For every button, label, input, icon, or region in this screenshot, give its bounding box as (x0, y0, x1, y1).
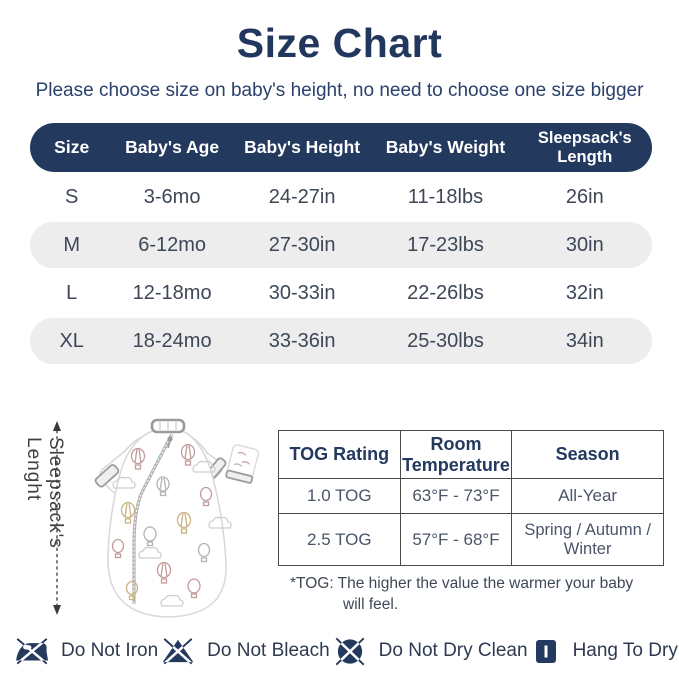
page-subtitle: Please choose size on baby's height, no … (35, 80, 644, 101)
cell-age: 6-12mo (138, 233, 207, 256)
size-table: Size Baby's Age Baby's Height Baby's Wei… (30, 123, 652, 366)
hang-to-dry-icon (535, 640, 556, 663)
care-label: Hang To Dry (572, 640, 678, 661)
sleepsack-length-label: Sleepsack's Lenght (23, 437, 66, 549)
do-not-iron-icon (16, 638, 49, 665)
care-label: Do Not Bleach (207, 640, 330, 661)
header-size: Size (54, 136, 90, 157)
cell-height: 24-27in (268, 185, 336, 208)
tog-header-rating: TOG Rating (279, 431, 401, 479)
tog-season: All-Year (512, 479, 664, 514)
care-item-do-not-dry-clean: Do Not Dry Clean (330, 632, 528, 670)
care-item-hang-to-dry: Hang To Dry (528, 632, 678, 670)
tog-rating: 2.5 TOG (279, 514, 401, 566)
sleepsack-illustration (94, 418, 260, 618)
care-label: Do Not Dry Clean (378, 640, 528, 661)
tog-table: TOG Rating Room Temperature Season 1.0 T… (278, 430, 664, 566)
header-height: Baby's Height (244, 136, 361, 157)
do-not-dry-clean-icon (335, 637, 365, 666)
tog-temperature: 63°F - 73°F (400, 479, 513, 514)
tog-note: *TOG: The higher the value the warmer yo… (290, 575, 634, 613)
cell-height: 33-36in (268, 329, 336, 352)
table-row: L 12-18mo 30-33in 22-26lbs 32in (30, 270, 652, 316)
tog-temperature: 57°F - 68°F (400, 514, 513, 566)
cell-size: S (65, 185, 79, 208)
cell-weight: 25-30lbs (407, 329, 484, 352)
cell-length: 32in (565, 281, 604, 304)
cell-age: 3-6mo (143, 185, 201, 208)
care-item-do-not-iron: Do Not Iron (12, 632, 158, 670)
length-arrow-icon (53, 421, 61, 615)
table-row: XL 18-24mo 33-36in 25-30lbs 34in (30, 318, 652, 364)
cell-weight: 11-18lbs (407, 185, 484, 208)
care-label: Do Not Iron (61, 640, 159, 661)
cell-length: 26in (565, 185, 604, 208)
cell-length: 30in (565, 233, 604, 256)
cell-size: M (63, 233, 80, 256)
table-row: S 3-6mo 24-27in 11-18lbs 26in (30, 174, 652, 220)
cell-size: XL (59, 329, 84, 352)
cell-weight: 17-23lbs (407, 233, 484, 256)
cell-age: 12-18mo (132, 281, 212, 304)
header-length: Sleepsack's Length (537, 129, 632, 166)
cell-height: 27-30in (268, 233, 336, 256)
do-not-bleach-icon (162, 638, 194, 665)
cell-weight: 22-26lbs (407, 281, 484, 304)
page-title: Size Chart (236, 20, 443, 66)
detached-cuff (225, 444, 260, 484)
care-item-do-not-bleach: Do Not Bleach (158, 632, 330, 670)
care-instructions-row: Do Not Iron Do Not Bleach (0, 632, 679, 670)
cell-size: L (66, 281, 78, 304)
cell-height: 30-33in (268, 281, 336, 304)
cell-length: 34in (565, 329, 604, 352)
tog-header-season: Season (512, 431, 664, 479)
table-row: M 6-12mo 27-30in 17-23lbs 30in (30, 222, 652, 268)
tog-rating: 1.0 TOG (279, 479, 401, 514)
tog-season: Spring / Autumn / Winter (512, 514, 664, 566)
tog-header-temperature: Room Temperature (400, 431, 513, 479)
size-table-header: Size Baby's Age Baby's Height Baby's Wei… (30, 123, 652, 172)
cell-age: 18-24mo (132, 329, 212, 352)
size-table-body: S 3-6mo 24-27in 11-18lbs 26in M 6-12mo 2… (30, 174, 652, 364)
header-age: Baby's Age (125, 136, 220, 157)
header-weight: Baby's Weight (385, 136, 506, 157)
